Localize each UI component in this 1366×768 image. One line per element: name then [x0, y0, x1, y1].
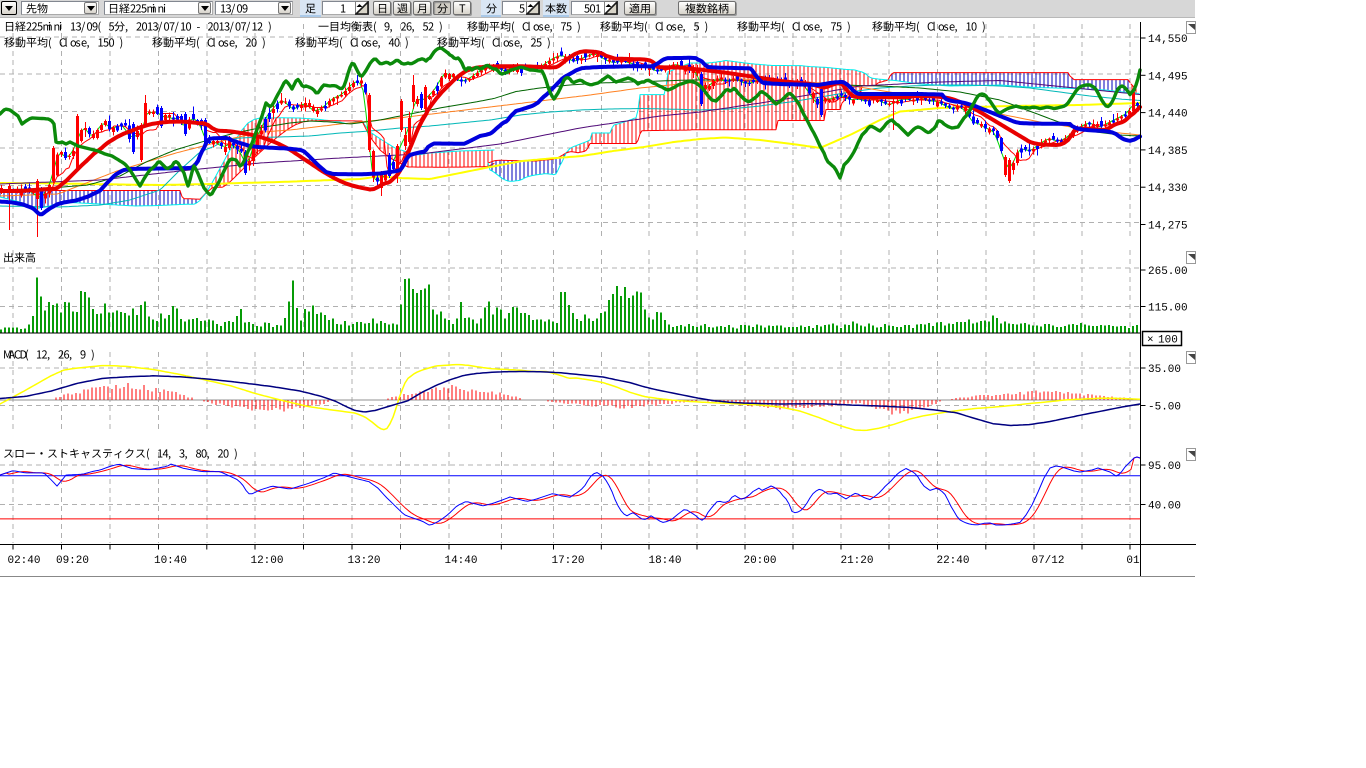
svg-text:18:40: 18:40 — [648, 555, 681, 567]
svg-text:09:20: 09:20 — [56, 555, 89, 567]
svg-text:22:40: 22:40 — [936, 555, 969, 567]
svg-text:14,385: 14,385 — [1148, 146, 1188, 158]
svg-text:14,495: 14,495 — [1148, 71, 1188, 83]
svg-text:13:20: 13:20 — [347, 555, 380, 567]
svg-text:21:20: 21:20 — [840, 555, 873, 567]
svg-text:×: × — [1147, 335, 1154, 347]
svg-text:100: 100 — [1158, 335, 1178, 347]
svg-text:115.00: 115.00 — [1148, 303, 1188, 315]
svg-text:14:40: 14:40 — [444, 555, 477, 567]
svg-text:20:00: 20:00 — [743, 555, 776, 567]
svg-text:35.00: 35.00 — [1148, 364, 1181, 376]
svg-text:12:00: 12:00 — [250, 555, 283, 567]
svg-text:265.00: 265.00 — [1148, 266, 1188, 278]
svg-text:40.00: 40.00 — [1148, 501, 1181, 513]
svg-text:-5.00: -5.00 — [1148, 402, 1181, 414]
svg-text:17:20: 17:20 — [551, 555, 584, 567]
svg-text:14,440: 14,440 — [1148, 109, 1188, 121]
svg-text:02:40: 02:40 — [7, 555, 40, 567]
svg-text:95.00: 95.00 — [1148, 461, 1181, 473]
svg-text:14,330: 14,330 — [1148, 183, 1188, 195]
svg-text:14,275: 14,275 — [1148, 221, 1188, 233]
svg-text:10:40: 10:40 — [154, 555, 187, 567]
svg-text:01: 01 — [1126, 555, 1140, 567]
svg-text:14,550: 14,550 — [1148, 34, 1188, 46]
svg-text:07/12: 07/12 — [1031, 555, 1064, 567]
